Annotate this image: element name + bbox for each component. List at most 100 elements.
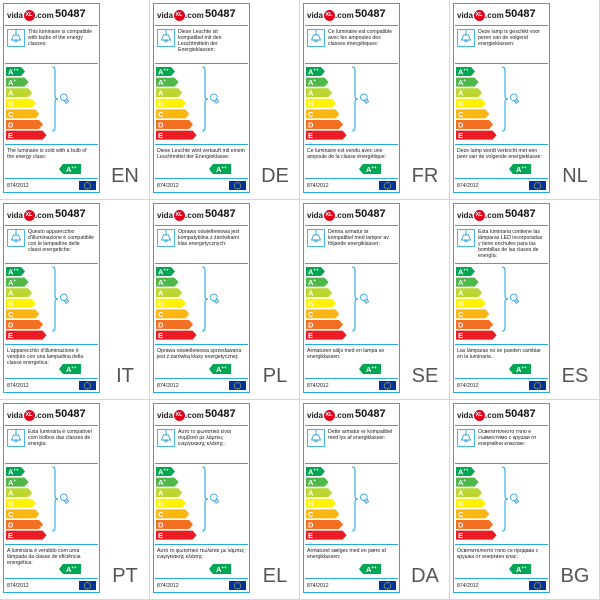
pendant-lamp-icon (307, 229, 325, 247)
brand-logo-prefix: vida (157, 10, 174, 20)
energy-class-letter: D (158, 520, 164, 529)
divider (305, 25, 398, 26)
energy-class-letter-main: A (8, 489, 14, 498)
included-bulb-text: Осветителното тяло се продава с крушка о… (457, 548, 545, 578)
divider (5, 378, 98, 379)
energy-class-letter-main: A (308, 289, 314, 298)
divider (455, 463, 548, 464)
brand-logo-badge: XL (23, 409, 35, 421)
pendant-lamp-icon (157, 29, 175, 47)
energy-class-letter: B (8, 499, 14, 508)
divider (305, 263, 398, 264)
brand-logo: vida XL .com (7, 409, 54, 421)
energy-class-letter-main: E (308, 531, 313, 540)
energy-class-scale: A++ A+ A B C D E (456, 467, 497, 540)
badge-class-letter-main: A (216, 565, 222, 574)
brand-logo-suffix: .com (485, 10, 504, 20)
energy-class-letter-sup: + (313, 478, 316, 483)
energy-class-scale: A++ A+ A B C D E (306, 467, 347, 540)
eu-star (89, 383, 91, 385)
eu-flag-field (379, 580, 396, 590)
energy-class-arrow (306, 330, 347, 340)
energy-class-arrow (456, 530, 497, 540)
energy-class-bar: A (6, 288, 33, 298)
energy-class-bar: C (306, 309, 340, 319)
eu-star (84, 186, 86, 188)
divider (455, 578, 548, 579)
eu-star (533, 384, 535, 386)
energy-class-bar: D (306, 520, 343, 529)
energy-class-letter-sup: ++ (13, 67, 19, 72)
regulation-number: 874/2012 (307, 383, 329, 389)
energy-class-letter-main: B (8, 99, 14, 108)
energy-class-arrow (306, 109, 340, 119)
bracket-icon (51, 266, 59, 332)
badge-class-letter-main: A (516, 165, 522, 174)
eu-star (538, 181, 540, 184)
badge-class-letter-main: A (216, 165, 222, 174)
energy-class-bar: A+ (6, 77, 29, 87)
energy-class-letter: D (158, 320, 164, 329)
energy-class-bar: A++ (306, 267, 325, 276)
eu-flag-icon (79, 380, 96, 390)
language-code: EN (111, 165, 139, 187)
badge-arrow (509, 164, 531, 174)
badge-class-letter-main: A (66, 165, 72, 174)
energy-class-arrow (156, 88, 183, 98)
divider (155, 63, 248, 64)
energy-class-arrow (306, 130, 347, 140)
badge-class-letter-sup: ++ (71, 565, 77, 570)
energy-class-letter-main: A (158, 278, 164, 287)
energy-class-letter-main: E (458, 331, 463, 340)
eu-star (85, 187, 87, 189)
energy-class-arrow (306, 298, 336, 308)
energy-class-bar: A (306, 288, 333, 298)
energy-class-bar: A+ (306, 77, 329, 87)
label-cell-el: vida XL .com 50487 Αυτό το φωτιστικό είν… (150, 400, 300, 600)
energy-class-letter-sup: + (463, 278, 466, 283)
divider (455, 225, 548, 226)
energy-class-bar: E (456, 330, 497, 340)
energy-class-arrow (156, 67, 175, 76)
eu-star (384, 586, 386, 588)
energy-class-letter: A (8, 89, 14, 98)
energy-class-arrow (456, 498, 486, 508)
energy-class-arrow (456, 488, 483, 498)
compatibility-text: This luminaire is compatible with bulbs … (28, 29, 93, 47)
energy-class-letter-sup: + (163, 78, 166, 83)
energy-class-arrow (456, 277, 479, 287)
brand-logo: vida XL .com (157, 209, 204, 221)
model-number: 50487 (55, 208, 86, 220)
eu-star (235, 581, 237, 584)
energy-class-bar: E (156, 530, 197, 540)
eu-flag-icon (79, 180, 96, 190)
energy-class-letter-main: A (308, 78, 314, 87)
eu-star (533, 584, 535, 586)
pendant-lamp-icon (307, 429, 325, 447)
badge-arrow (209, 364, 231, 374)
energy-class-arrow (456, 267, 475, 276)
language-code: PL (262, 365, 288, 387)
energy-class-bar: A (306, 88, 333, 98)
eu-flag-field (379, 380, 396, 390)
energy-class-letter: E (158, 131, 163, 140)
energy-class-letter-sup: + (163, 478, 166, 483)
energy-class-letter: A++ (308, 267, 319, 276)
energy-class-bar: A (6, 488, 33, 498)
included-bulb-text: Deze lamp wordt verkocht met een peer va… (457, 148, 545, 178)
energy-class-arrow (6, 77, 29, 87)
eu-star (233, 384, 235, 386)
eu-star (89, 586, 91, 588)
pendant-lamp-icon (7, 229, 25, 247)
energy-class-letter: E (458, 531, 463, 540)
energy-class-bar: A++ (156, 467, 175, 476)
brand-logo-badge: XL (173, 409, 185, 421)
energy-class-arrow (6, 109, 40, 119)
eu-flag-field (229, 180, 246, 190)
energy-class-letter: A++ (458, 467, 469, 476)
brand-logo-prefix: vida (457, 410, 474, 420)
energy-class-arrow (6, 267, 25, 276)
pendant-lamp-icon (157, 429, 175, 447)
energy-class-letter-sup: + (163, 278, 166, 283)
